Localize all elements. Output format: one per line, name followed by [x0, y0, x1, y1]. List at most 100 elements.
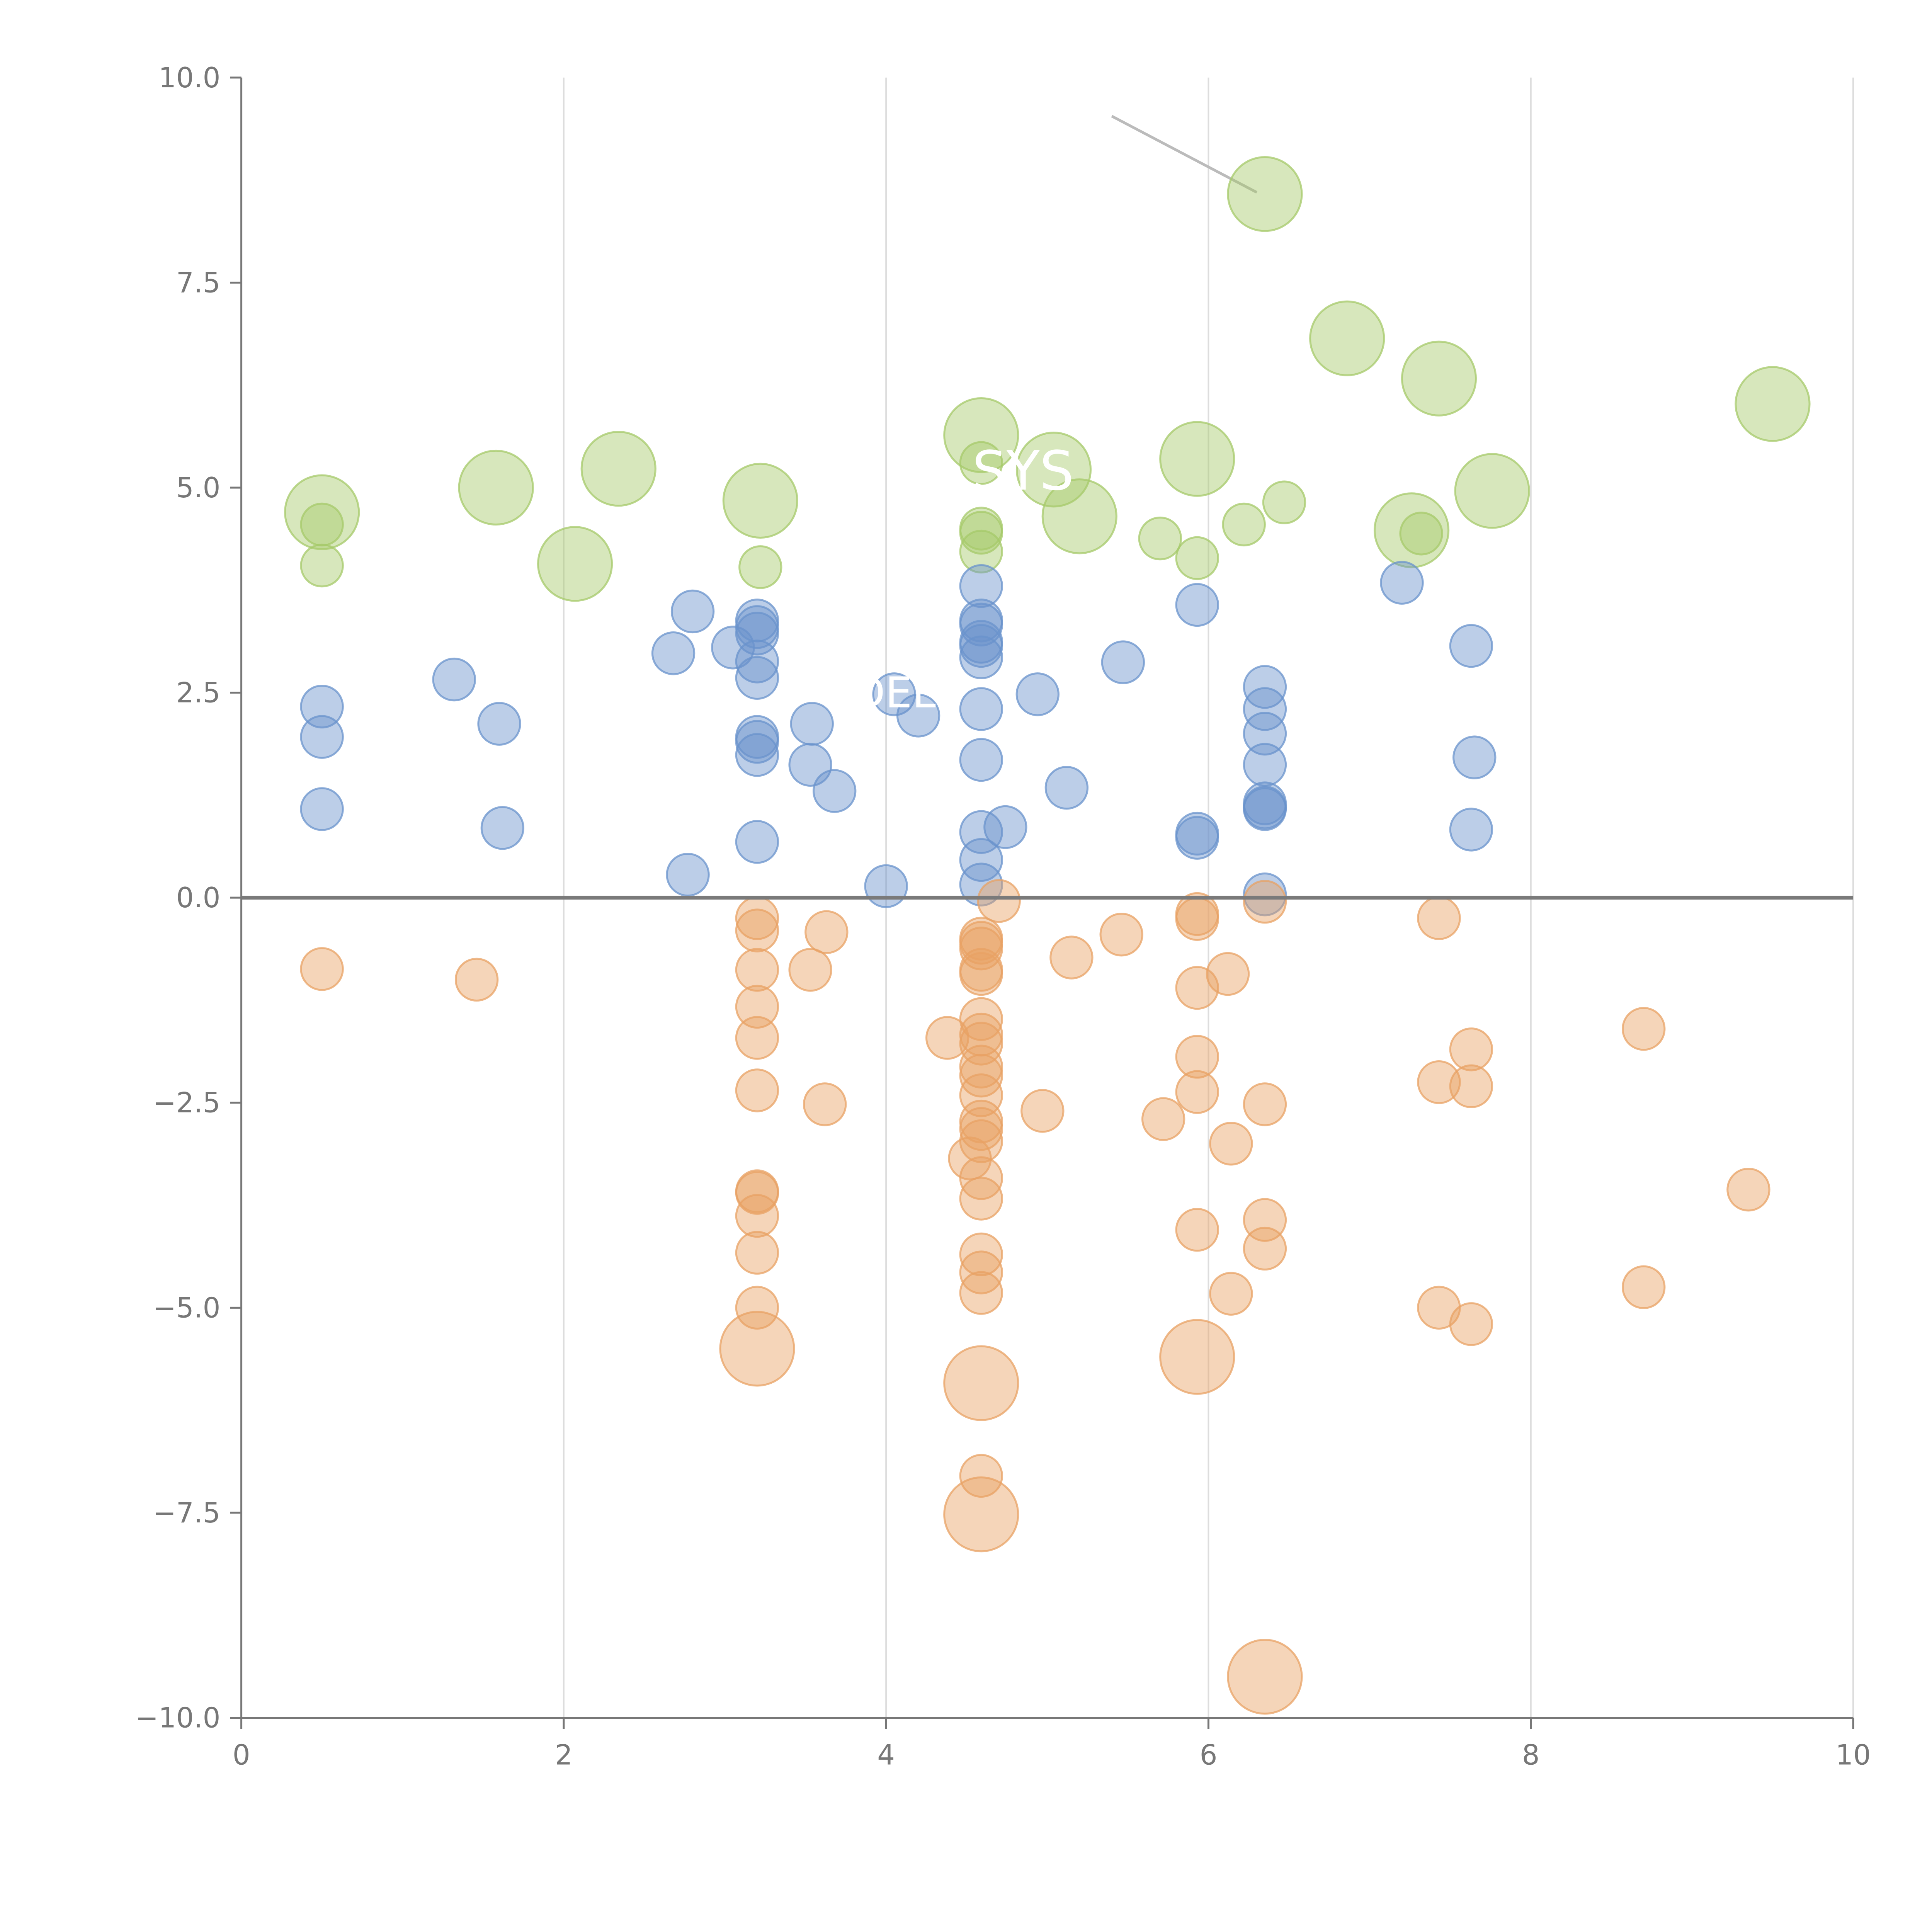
- green-point: [1138, 516, 1182, 561]
- blue-point: [959, 564, 1003, 608]
- y-tick-label: 10.0: [158, 61, 220, 94]
- annotation-layer: SYS DEL: [852, 440, 1074, 718]
- blue-point: [432, 657, 476, 702]
- orange-point: [735, 1016, 779, 1060]
- blue-point: [864, 864, 908, 908]
- orange-point: [959, 1454, 1003, 1498]
- blue-point: [959, 738, 1003, 782]
- blue-point: [670, 589, 715, 634]
- blue-point: [300, 684, 344, 729]
- y-tick-label: −5.0: [153, 1291, 221, 1324]
- orange-point: [959, 1107, 1003, 1151]
- orange-point: [1449, 1302, 1493, 1346]
- blue-point: [1015, 672, 1060, 716]
- green-point: [1454, 453, 1530, 529]
- blue-point: [1243, 787, 1287, 831]
- axes-layer: −10.0 −7.5 −5.0 −2.5 0.0 2.5 5.0 7.5 10.0 0 2 4 6 8 10: [135, 61, 1871, 1771]
- orange-point: [1175, 1208, 1219, 1252]
- blue-point: [1101, 640, 1145, 684]
- orange-point: [1243, 1226, 1287, 1271]
- x-tick-label: 10: [1835, 1739, 1871, 1771]
- blue-point: [1452, 735, 1497, 779]
- green-point: [458, 449, 534, 526]
- green-point: [1159, 421, 1235, 497]
- orange-point: [735, 1068, 779, 1112]
- blue-point: [1175, 816, 1219, 860]
- y-tick-label: 0.0: [176, 881, 221, 914]
- blue-point: [983, 805, 1027, 849]
- orange-point: [1049, 935, 1094, 980]
- orange-point: [803, 1082, 847, 1126]
- y-tick-label: −7.5: [153, 1497, 221, 1529]
- orange-point: [735, 1194, 779, 1238]
- green-point: [300, 502, 344, 547]
- blue-point: [480, 806, 525, 850]
- blue-point: [1175, 583, 1219, 627]
- orange-point: [735, 1171, 779, 1215]
- orange-point: [1417, 1060, 1461, 1104]
- orange-point: [1209, 1122, 1253, 1166]
- green-point: [537, 526, 613, 602]
- green-point: [1227, 156, 1303, 232]
- blue-point: [959, 862, 1003, 906]
- green-point: [1309, 300, 1385, 376]
- green-point: [959, 441, 1003, 485]
- orange-point: [454, 957, 499, 1002]
- blue-point: [1243, 687, 1287, 731]
- orange-point: [959, 997, 1003, 1041]
- orange-point: [1243, 880, 1287, 924]
- point-annotation: SYS: [972, 440, 1074, 503]
- x-tick-label: 6: [1200, 1739, 1218, 1771]
- orange-point: [1622, 1007, 1666, 1051]
- green-point: [1399, 512, 1443, 556]
- blue-point: [790, 702, 834, 746]
- green-point: [1262, 480, 1306, 524]
- orange-point: [943, 1476, 1019, 1553]
- orange-point: [1159, 1319, 1235, 1395]
- blue-point: [1449, 808, 1493, 852]
- orange-point: [959, 1177, 1003, 1221]
- blue-point: [735, 605, 779, 649]
- green-point: [738, 545, 782, 589]
- blue-point: [959, 687, 1003, 731]
- orange-point: [719, 1311, 795, 1387]
- orange-point: [959, 1119, 1003, 1163]
- blue-point: [959, 624, 1003, 668]
- orange-point: [788, 948, 832, 992]
- blue-point: [1243, 711, 1287, 756]
- blue-point: [735, 820, 779, 864]
- orange-point: [1449, 1064, 1493, 1108]
- orange-point: [959, 1022, 1003, 1066]
- orange-point: [1417, 1286, 1461, 1330]
- green-point: [1015, 432, 1092, 508]
- orange-point: [943, 1345, 1019, 1421]
- orange-point: [1243, 1082, 1287, 1126]
- green-point: [1735, 366, 1811, 442]
- orange-point: [959, 1271, 1003, 1315]
- green-point: [722, 463, 798, 539]
- blue-point: [896, 694, 940, 738]
- orange-point: [1726, 1168, 1770, 1212]
- orange-point: [1417, 896, 1461, 940]
- blue-point: [959, 635, 1003, 679]
- blue-point: [735, 733, 779, 777]
- orange-point: [1209, 1272, 1253, 1316]
- orange-point: [735, 1286, 779, 1330]
- orange-point: [959, 952, 1003, 996]
- green-point: [959, 529, 1003, 574]
- orange-point: [1227, 1639, 1303, 1715]
- orange-point: [735, 948, 779, 992]
- blue-point: [1449, 624, 1493, 668]
- orange-point: [977, 879, 1021, 923]
- orange-point: [959, 1054, 1003, 1098]
- orange-point: [804, 910, 849, 954]
- orange-point: [1175, 897, 1219, 941]
- green-point: [1401, 340, 1477, 417]
- green-point: [959, 511, 1003, 555]
- y-tick-label: 5.0: [176, 471, 221, 504]
- orange-point: [735, 985, 779, 1029]
- orange-point: [1622, 1265, 1666, 1309]
- points-layer: [284, 156, 1811, 1715]
